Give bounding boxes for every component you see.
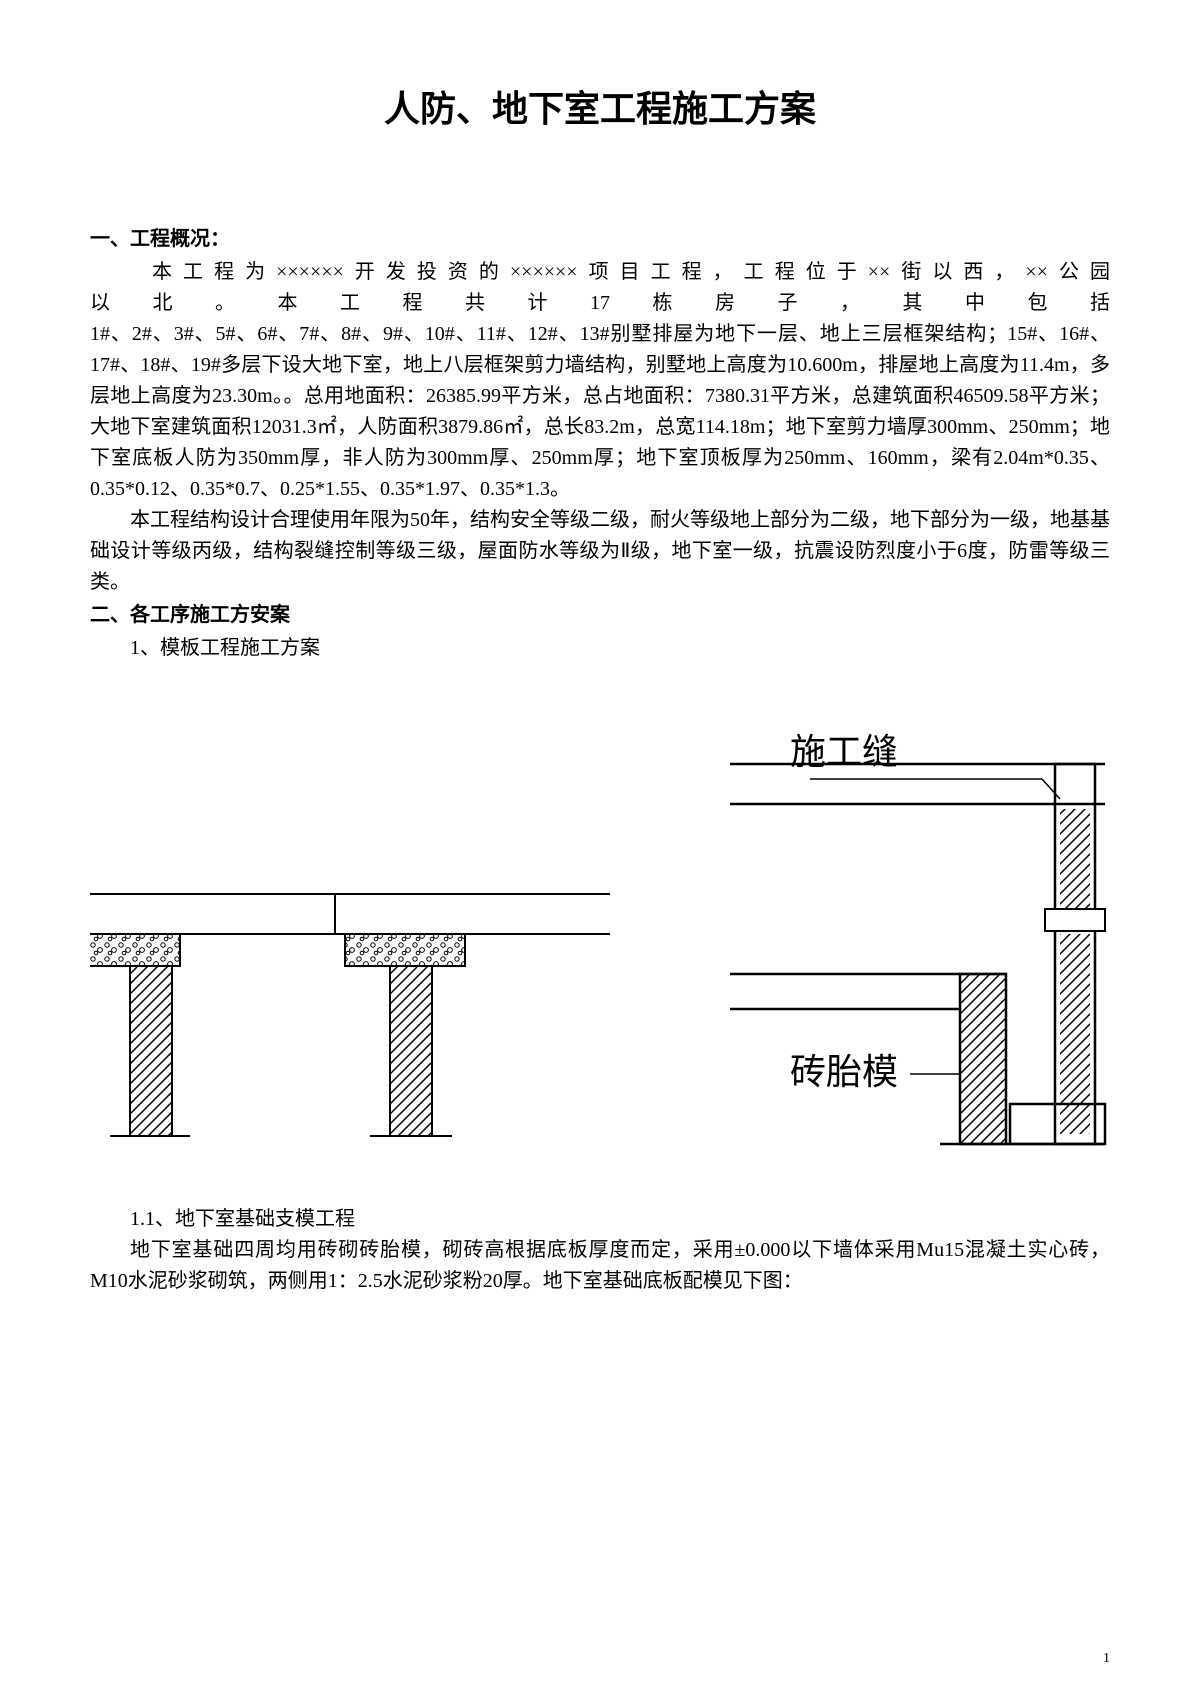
page-number: 1: [1103, 1651, 1110, 1667]
section1-heading: 一、工程概况：: [90, 222, 1110, 251]
section2-heading: 二、各工序施工方安案: [90, 598, 1110, 627]
section2-sub1: 1、模板工程施工方案: [90, 633, 1110, 664]
section1-p1-line1: 本工程为××××××开发投资的××××××项目工程，工程位于××街以西，××公园: [90, 257, 1110, 288]
section-2: 二、各工序施工方安案 1、模板工程施工方案: [90, 598, 1110, 664]
label-brick-formwork: 砖胎模: [790, 1052, 898, 1092]
diagram-foundation: 施工缝 砖胎模: [90, 704, 1110, 1164]
section-1: 一、工程概况： 本工程为××××××开发投资的××××××项目工程，工程位于××…: [90, 222, 1110, 598]
section1-p2: 本工程结构设计合理使用年限为50年，结构安全等级二级，耐火等级地上部分为二级，地…: [90, 505, 1110, 598]
label-construction-joint: 施工缝: [790, 732, 898, 772]
section2-sub11: 1.1、地下室基础支模工程: [90, 1204, 1110, 1235]
diagram-svg: 施工缝 砖胎模: [90, 704, 1110, 1164]
section1-p1-cont: 1#、2#、3#、5#、6#、7#、8#、9#、10#、11#、12#、13#别…: [90, 319, 1110, 505]
doc-title: 人防、地下室工程施工方案: [90, 80, 1110, 132]
section2-body: 1.1、地下室基础支模工程 地下室基础四周均用砖砌砖胎模，砌砖高根据底板厚度而定…: [90, 1204, 1110, 1297]
section2-p1: 地下室基础四周均用砖砌砖胎模，砌砖高根据底板厚度而定，采用±0.000以下墙体采…: [90, 1235, 1110, 1297]
section1-p1-line2: 以北。本工程共计17栋房子，其中包括: [90, 288, 1110, 319]
